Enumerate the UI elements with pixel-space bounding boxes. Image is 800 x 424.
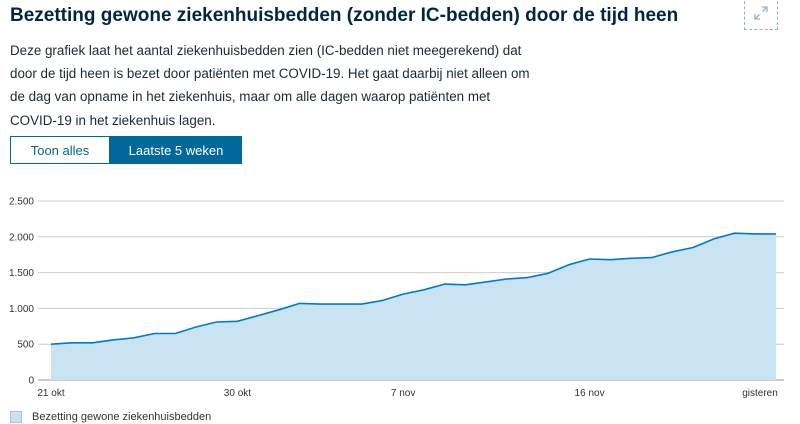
hospital-beds-chart: 0 500 1.000 1.500 2.000 2.500 21 okt 30 okt 7 no…: [9, 197, 784, 399]
y-tick-label: 1.500: [9, 268, 34, 279]
x-tick-label: 30 okt: [224, 388, 251, 399]
legend-label: Bezetting gewone ziekenhuisbedden: [32, 411, 212, 423]
y-tick-label: 500: [17, 340, 34, 351]
x-tick-label: 7 nov: [391, 388, 415, 399]
page-title: Bezetting gewone ziekenhuisbedden (zonde…: [10, 5, 679, 26]
expand-button[interactable]: [744, 0, 778, 30]
time-range-toggle: Toon alles Laatste 5 weken: [10, 136, 242, 164]
y-tick-label: 1.000: [9, 304, 34, 315]
expand-icon: [754, 6, 768, 20]
y-tick-label: 2.500: [9, 197, 34, 208]
chart-legend: Bezetting gewone ziekenhuisbedden: [10, 410, 211, 424]
series-line: [50, 232, 776, 345]
x-tick-label: 16 nov: [575, 388, 605, 399]
y-tick-label: 2.000: [9, 232, 34, 243]
x-tick-label: gisteren: [742, 388, 778, 399]
y-tick-label: 0: [28, 376, 34, 387]
last-5-weeks-button[interactable]: Laatste 5 weken: [110, 136, 242, 164]
legend-swatch: [10, 411, 22, 423]
chart-description: Deze grafiek laat het aantal ziekenhuisb…: [10, 43, 530, 128]
show-all-button[interactable]: Toon alles: [10, 136, 110, 164]
x-tick-label: 21 okt: [37, 388, 64, 399]
series-area: [51, 233, 776, 380]
